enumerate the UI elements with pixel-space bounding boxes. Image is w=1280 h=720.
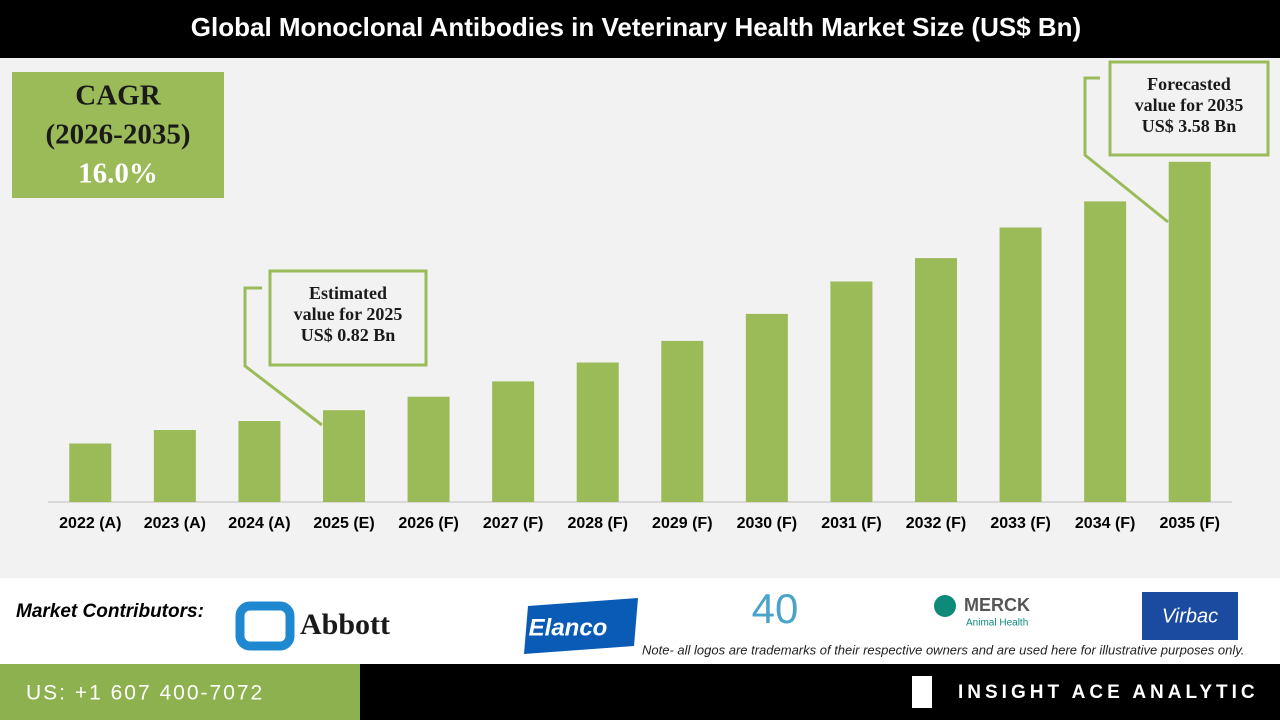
contributors-strip bbox=[0, 578, 1280, 664]
logo-abbott: Abbott bbox=[300, 608, 390, 641]
logo-40: 40 bbox=[752, 585, 799, 632]
logo-note: Note- all logos are trademarks of their … bbox=[642, 642, 1244, 657]
cagr-label: CAGR bbox=[75, 80, 161, 112]
chart-title: Global Monoclonal Antibodies in Veterina… bbox=[191, 12, 1081, 42]
bar bbox=[1084, 201, 1127, 502]
x-tick-label: 2025 (E) bbox=[313, 515, 374, 532]
brand-icon bbox=[912, 676, 932, 708]
bar bbox=[915, 258, 957, 502]
brand: INSIGHT ACE ANALYTIC bbox=[958, 682, 1259, 703]
x-tick-label: 2026 (F) bbox=[398, 515, 458, 532]
x-tick-label: 2030 (F) bbox=[737, 515, 797, 532]
bar bbox=[238, 421, 281, 502]
callout-text: value for 2025 bbox=[294, 304, 403, 324]
bar bbox=[745, 313, 788, 502]
bar bbox=[492, 381, 535, 502]
contributors-label: Market Contributors: bbox=[16, 601, 204, 622]
bar bbox=[153, 430, 196, 502]
cagr-value: 16.0% bbox=[78, 158, 158, 190]
merck-icon bbox=[934, 595, 956, 617]
x-tick-label: 2022 (A) bbox=[59, 515, 121, 532]
x-tick-label: 2034 (F) bbox=[1075, 515, 1135, 532]
phone-bar bbox=[0, 664, 360, 720]
bar bbox=[661, 340, 704, 502]
callout-text: US$ 3.58 Bn bbox=[1142, 116, 1237, 136]
callout-lines bbox=[243, 60, 1270, 427]
logo-elanco: Elanco bbox=[529, 614, 608, 641]
callout-text: Forecasted bbox=[1147, 74, 1231, 94]
virbac-box bbox=[1142, 592, 1238, 640]
logo-merck: MERCK bbox=[964, 595, 1030, 615]
logo-merck-sub: Animal Health bbox=[966, 618, 1028, 629]
bar bbox=[830, 281, 873, 502]
x-tick-label: 2031 (F) bbox=[821, 515, 881, 532]
phone: US: +1 607 400-7072 bbox=[26, 682, 264, 705]
x-tick-label: 2029 (F) bbox=[652, 515, 712, 532]
logo-virbac: Virbac bbox=[1162, 605, 1218, 627]
x-tick-label: 2024 (A) bbox=[228, 515, 290, 532]
elanco-shape bbox=[524, 598, 638, 654]
x-tick-label: 2035 (F) bbox=[1159, 515, 1219, 532]
bar bbox=[576, 362, 619, 502]
callout-text: Estimated bbox=[309, 283, 387, 303]
abbott-icon bbox=[235, 601, 295, 651]
bar bbox=[999, 227, 1042, 502]
x-tick-label: 2028 (F) bbox=[567, 515, 627, 532]
bar bbox=[69, 443, 112, 502]
x-tick-label: 2023 (A) bbox=[144, 515, 206, 532]
x-tick-label: 2033 (F) bbox=[990, 515, 1050, 532]
callout-text: US$ 0.82 Bn bbox=[301, 325, 396, 345]
callout-text: value for 2035 bbox=[1135, 95, 1244, 115]
x-tick-label: 2027 (F) bbox=[483, 515, 543, 532]
x-tick-label: 2032 (F) bbox=[906, 515, 966, 532]
cagr-box bbox=[12, 72, 224, 198]
bar bbox=[323, 410, 365, 502]
brand-bar bbox=[360, 664, 1280, 720]
title-bar bbox=[0, 0, 1280, 58]
bar bbox=[1168, 161, 1211, 503]
bar bbox=[407, 396, 450, 502]
cagr-period: (2026-2035) bbox=[46, 119, 191, 151]
